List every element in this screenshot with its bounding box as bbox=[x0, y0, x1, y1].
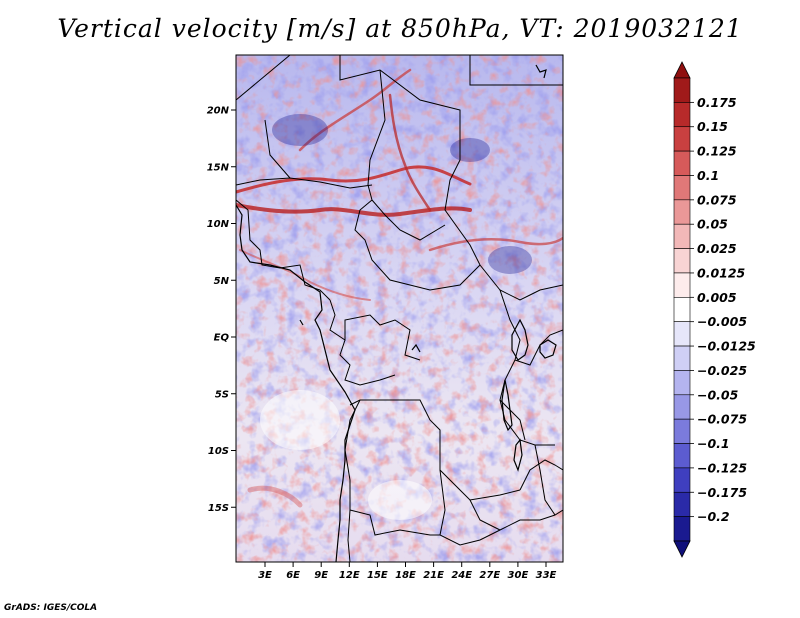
colorbar-label: 0.025 bbox=[697, 241, 737, 256]
colorbar-swatch bbox=[673, 321, 691, 347]
field-rising-noise bbox=[236, 55, 563, 562]
colorbar-swatch bbox=[673, 150, 691, 176]
colorbar-bottom-arrow bbox=[673, 540, 691, 558]
lat-label: 5S bbox=[215, 389, 229, 400]
lat-label: EQ bbox=[214, 333, 230, 344]
colorbar-label: −0.05 bbox=[697, 387, 739, 402]
colorbar-swatch bbox=[673, 491, 691, 517]
colorbar-swatch bbox=[673, 467, 691, 493]
colorbar-label: −0.125 bbox=[697, 460, 747, 475]
lon-label: 24E bbox=[451, 570, 472, 581]
chart-title: Vertical velocity [m/s] at 850hPa, VT: 2… bbox=[57, 14, 743, 43]
colorbar-label: 0.125 bbox=[697, 144, 737, 159]
colorbar-swatch bbox=[673, 126, 691, 152]
lon-label: 30E bbox=[508, 570, 529, 581]
lat-label: 20N bbox=[207, 106, 230, 117]
colorbar-label: −0.175 bbox=[697, 485, 747, 500]
colorbar-swatch bbox=[673, 77, 691, 103]
colorbar-label: −0.2 bbox=[697, 509, 730, 524]
colorbar-top-arrow bbox=[673, 61, 691, 79]
lon-label: 6E bbox=[286, 570, 300, 581]
colorbar-label: 0.075 bbox=[697, 192, 737, 207]
velocity-field bbox=[236, 55, 563, 562]
coastlines bbox=[236, 64, 557, 562]
colorbar-swatch bbox=[673, 272, 691, 298]
colorbar-swatch bbox=[673, 199, 691, 225]
colorbar-swatch bbox=[673, 175, 691, 201]
colorbar-label: 0.1 bbox=[697, 168, 719, 183]
colorbar-swatch bbox=[673, 345, 691, 371]
lat-label: 10N bbox=[207, 219, 230, 230]
colorbar-swatch bbox=[673, 394, 691, 420]
colorbar-swatch bbox=[673, 370, 691, 396]
colorbar-label: −0.025 bbox=[697, 363, 747, 378]
colorbar-swatch bbox=[673, 443, 691, 469]
colorbar-swatch bbox=[673, 297, 691, 322]
colorbar-swatch bbox=[673, 102, 691, 128]
latitude-axis: 20N 15N 10N 5N EQ 5S 10S 15S bbox=[207, 106, 236, 514]
neutral-patches bbox=[260, 390, 432, 520]
lon-label: 3E bbox=[258, 570, 272, 581]
lon-label: 21E bbox=[423, 570, 444, 581]
colorbar-swatch bbox=[673, 223, 691, 249]
colorbar: 0.175 0.15 0.125 0.1 0.075 0.05 0.025 0.0125 0.0… bbox=[673, 61, 756, 558]
lon-label: 18E bbox=[395, 570, 416, 581]
colorbar-label: −0.0125 bbox=[697, 339, 756, 354]
lat-label: 5N bbox=[214, 276, 230, 287]
colorbar-swatch bbox=[673, 418, 691, 444]
longitude-axis: 3E 6E 9E 12E 15E 18E 21E 24E 27E 30E 33E bbox=[258, 562, 557, 581]
lon-label: 27E bbox=[479, 570, 500, 581]
country-borders bbox=[236, 55, 563, 562]
colorbar-label: 0.005 bbox=[697, 290, 737, 305]
colorbar-label: 0.05 bbox=[697, 217, 728, 232]
lon-label: 33E bbox=[536, 570, 557, 581]
lon-label: 9E bbox=[314, 570, 328, 581]
colorbar-label: −0.005 bbox=[697, 314, 747, 329]
colorbar-label: −0.1 bbox=[697, 436, 730, 451]
colorbar-swatch bbox=[673, 516, 691, 542]
lat-label: 15N bbox=[207, 162, 230, 173]
ascent-bands bbox=[236, 68, 563, 508]
colorbar-label: 0.175 bbox=[697, 95, 737, 110]
map-frame bbox=[235, 54, 564, 563]
colorbar-swatch bbox=[673, 248, 691, 274]
lat-label: 10S bbox=[208, 446, 229, 457]
colorbar-label: 0.0125 bbox=[697, 265, 746, 280]
lat-label: 15S bbox=[208, 503, 229, 514]
lon-label: 12E bbox=[339, 570, 360, 581]
colorbar-label: 0.15 bbox=[697, 119, 728, 134]
colorbar-label: −0.075 bbox=[697, 412, 747, 427]
lon-label: 15E bbox=[367, 570, 388, 581]
grads-credit: GrADS: IGES/COLA bbox=[4, 603, 98, 613]
